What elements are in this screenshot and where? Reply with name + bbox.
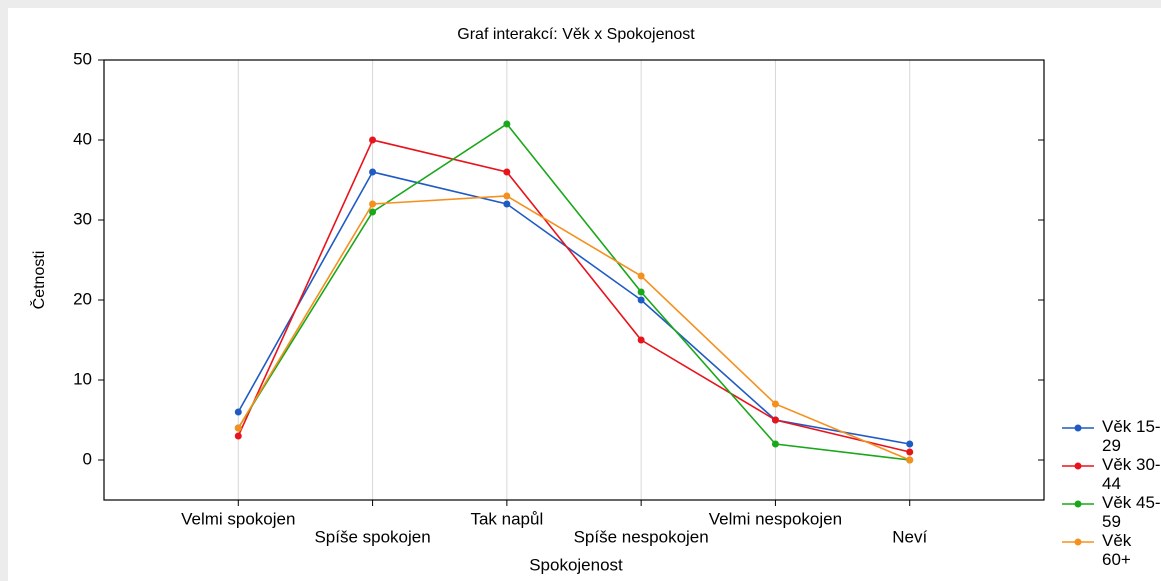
x-tick-label: Neví — [892, 527, 927, 546]
legend-label: Věk 45-59 — [1102, 493, 1161, 531]
data-point — [637, 296, 645, 304]
y-tick-label: 10 — [73, 369, 92, 388]
plot-frame — [103, 59, 1045, 501]
legend-label: Věk 15-29 — [1102, 417, 1161, 455]
y-tick-label: 40 — [73, 129, 92, 148]
data-point — [369, 208, 377, 216]
data-point — [234, 408, 242, 416]
x-axis-label: Spokojenost — [529, 555, 623, 574]
x-tick-label: Spíše spokojen — [314, 527, 430, 546]
y-axis-label: Četnosti — [29, 251, 48, 310]
x-tick-label: Spíše nespokojen — [574, 527, 709, 546]
legend-marker — [1074, 500, 1082, 508]
legend-label: Věk 30-44 — [1102, 455, 1161, 493]
data-point — [906, 456, 914, 464]
x-tick-label: Tak napůl — [470, 509, 543, 528]
series-line — [237, 195, 911, 461]
data-point — [906, 448, 914, 456]
data-point — [637, 288, 645, 296]
data-point — [503, 200, 511, 208]
legend-marker — [1074, 424, 1082, 432]
legend-marker — [1074, 538, 1082, 546]
data-point — [503, 120, 511, 128]
legend-label: Věk 60+ — [1102, 531, 1132, 569]
chart-background — [8, 8, 1161, 581]
y-tick-label: 30 — [73, 209, 92, 228]
y-tick-label: 20 — [73, 289, 92, 308]
data-point — [369, 200, 377, 208]
legend-marker — [1074, 462, 1082, 470]
x-tick-label: Velmi spokojen — [181, 509, 295, 528]
data-point — [369, 168, 377, 176]
y-tick-label: 0 — [83, 449, 92, 468]
data-point — [637, 336, 645, 344]
data-point — [771, 440, 779, 448]
chart-title: Graf interakcí: Věk x Spokojenost — [457, 26, 695, 43]
series-line — [237, 122, 910, 461]
series-line — [237, 171, 910, 445]
data-point — [771, 416, 779, 424]
x-tick-label: Velmi nespokojen — [709, 509, 842, 528]
data-point — [637, 272, 645, 280]
data-point — [234, 432, 242, 440]
data-point — [771, 400, 779, 408]
data-point — [906, 440, 914, 448]
data-point — [234, 424, 242, 432]
data-point — [503, 168, 511, 176]
series-line — [237, 139, 910, 453]
y-tick-label: 50 — [73, 49, 92, 68]
data-point — [369, 136, 377, 144]
data-point — [503, 192, 511, 200]
